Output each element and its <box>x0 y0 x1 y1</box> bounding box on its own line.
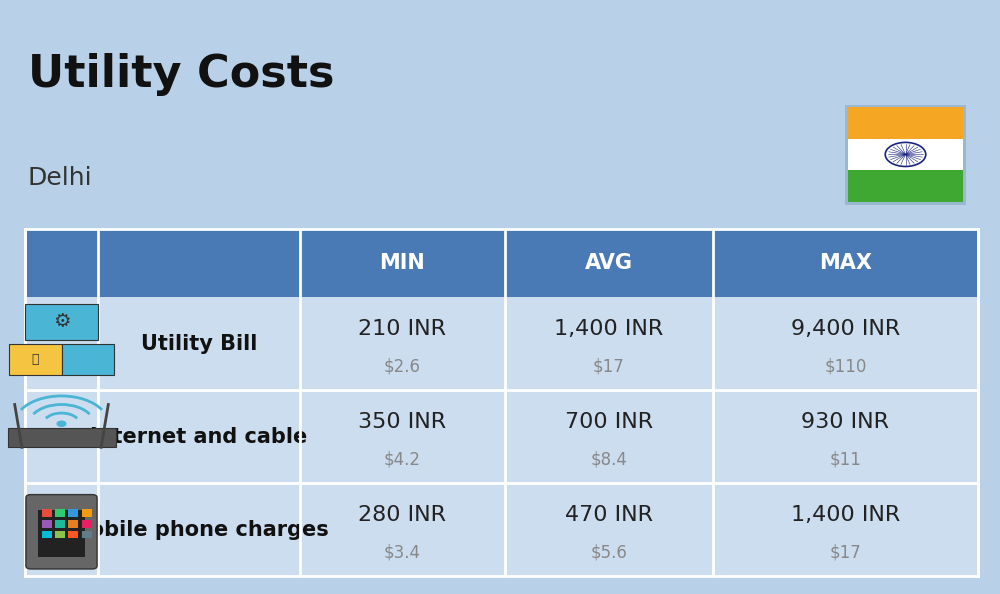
Text: $5.6: $5.6 <box>591 544 627 561</box>
Text: $17: $17 <box>830 544 861 561</box>
Text: $4.2: $4.2 <box>384 450 421 468</box>
Bar <box>82 530 92 538</box>
Text: MAX: MAX <box>819 253 872 273</box>
Text: $2.6: $2.6 <box>384 357 421 375</box>
Bar <box>55 530 65 538</box>
Bar <box>68 509 78 517</box>
Bar <box>38 510 85 557</box>
Bar <box>42 530 52 538</box>
Text: 1,400 INR: 1,400 INR <box>554 318 664 339</box>
Bar <box>25 297 978 390</box>
Text: Utility Bill: Utility Bill <box>141 333 257 353</box>
Bar <box>848 138 963 170</box>
Bar <box>42 520 52 527</box>
Text: 280 INR: 280 INR <box>358 505 446 525</box>
Bar <box>55 509 65 517</box>
Bar <box>25 390 978 483</box>
Text: MIN: MIN <box>380 253 425 273</box>
FancyBboxPatch shape <box>26 495 97 569</box>
Bar <box>42 509 52 517</box>
Bar <box>845 105 966 205</box>
Text: $8.4: $8.4 <box>591 450 627 468</box>
Bar <box>848 170 963 202</box>
Text: Mobile phone charges: Mobile phone charges <box>69 520 329 540</box>
Text: 350 INR: 350 INR <box>358 412 447 432</box>
Text: ⚙: ⚙ <box>53 312 70 331</box>
Text: $11: $11 <box>830 450 861 468</box>
Text: 1,400 INR: 1,400 INR <box>791 505 900 525</box>
Circle shape <box>57 421 66 426</box>
Bar <box>62 343 114 375</box>
Bar <box>25 483 978 576</box>
Bar <box>55 520 65 527</box>
Bar <box>25 229 978 576</box>
Text: 470 INR: 470 INR <box>565 505 653 525</box>
Bar <box>848 107 963 138</box>
Bar <box>25 304 98 340</box>
Bar <box>8 428 116 447</box>
Text: Delhi: Delhi <box>28 166 93 190</box>
Text: $3.4: $3.4 <box>384 544 421 561</box>
Bar <box>68 530 78 538</box>
Text: Internet and cable: Internet and cable <box>90 426 308 447</box>
Text: 🔌: 🔌 <box>31 353 39 366</box>
Text: $17: $17 <box>593 357 625 375</box>
Text: AVG: AVG <box>585 253 633 273</box>
Bar <box>25 229 978 297</box>
Bar <box>25 229 978 576</box>
Text: 210 INR: 210 INR <box>358 318 446 339</box>
Text: $110: $110 <box>824 357 867 375</box>
Bar <box>9 343 62 375</box>
Text: 9,400 INR: 9,400 INR <box>791 318 900 339</box>
Bar <box>82 509 92 517</box>
Text: 700 INR: 700 INR <box>565 412 653 432</box>
Bar <box>82 520 92 527</box>
Text: Utility Costs: Utility Costs <box>28 53 334 96</box>
Text: 930 INR: 930 INR <box>801 412 890 432</box>
Bar <box>68 520 78 527</box>
